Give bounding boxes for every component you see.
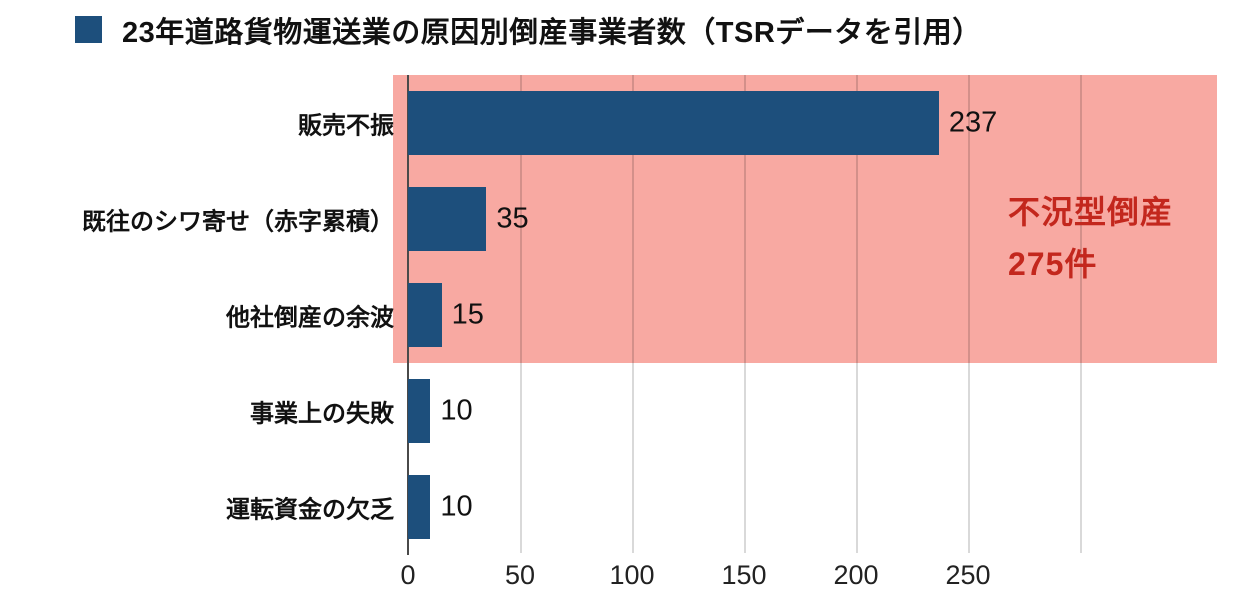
gridline bbox=[856, 75, 858, 553]
gridline bbox=[520, 75, 522, 553]
legend-marker-icon bbox=[75, 16, 102, 43]
x-tick-label: 0 bbox=[400, 560, 416, 590]
annotation-line2: 275件 bbox=[1008, 246, 1098, 282]
x-tick-label: 200 bbox=[833, 560, 879, 590]
annotation-line1: 不況型倒産 bbox=[1008, 194, 1174, 230]
value-label: 10 bbox=[440, 394, 473, 427]
value-label: 35 bbox=[496, 202, 529, 235]
annotation-recession-total: 不況型倒産 275件 bbox=[1008, 186, 1173, 290]
value-label: 237 bbox=[948, 106, 998, 139]
category-label: 販売不振 bbox=[298, 112, 394, 140]
bar bbox=[408, 379, 431, 443]
value-label: 10 bbox=[440, 490, 473, 523]
bar bbox=[408, 187, 487, 251]
gridline bbox=[632, 75, 634, 553]
category-label: 既往のシワ寄せ（赤字累積） bbox=[82, 208, 394, 236]
category-label: 他社倒産の余波 bbox=[226, 304, 394, 332]
category-label: 運転資金の欠乏 bbox=[226, 496, 394, 524]
x-tick-label: 250 bbox=[945, 560, 991, 590]
value-label: 15 bbox=[451, 298, 484, 331]
category-label: 事業上の失敗 bbox=[250, 400, 394, 428]
gridline bbox=[744, 75, 746, 553]
x-tick-label: 150 bbox=[721, 560, 767, 590]
bar bbox=[408, 91, 939, 155]
bar bbox=[408, 283, 442, 347]
chart-title: 23年道路貨物運送業の原因別倒産事業者数（TSRデータを引用） bbox=[122, 17, 982, 49]
bar bbox=[408, 475, 431, 539]
x-tick-label: 100 bbox=[609, 560, 655, 590]
gridline bbox=[968, 75, 970, 553]
x-tick-label: 50 bbox=[504, 560, 536, 590]
gridline bbox=[1080, 75, 1082, 553]
